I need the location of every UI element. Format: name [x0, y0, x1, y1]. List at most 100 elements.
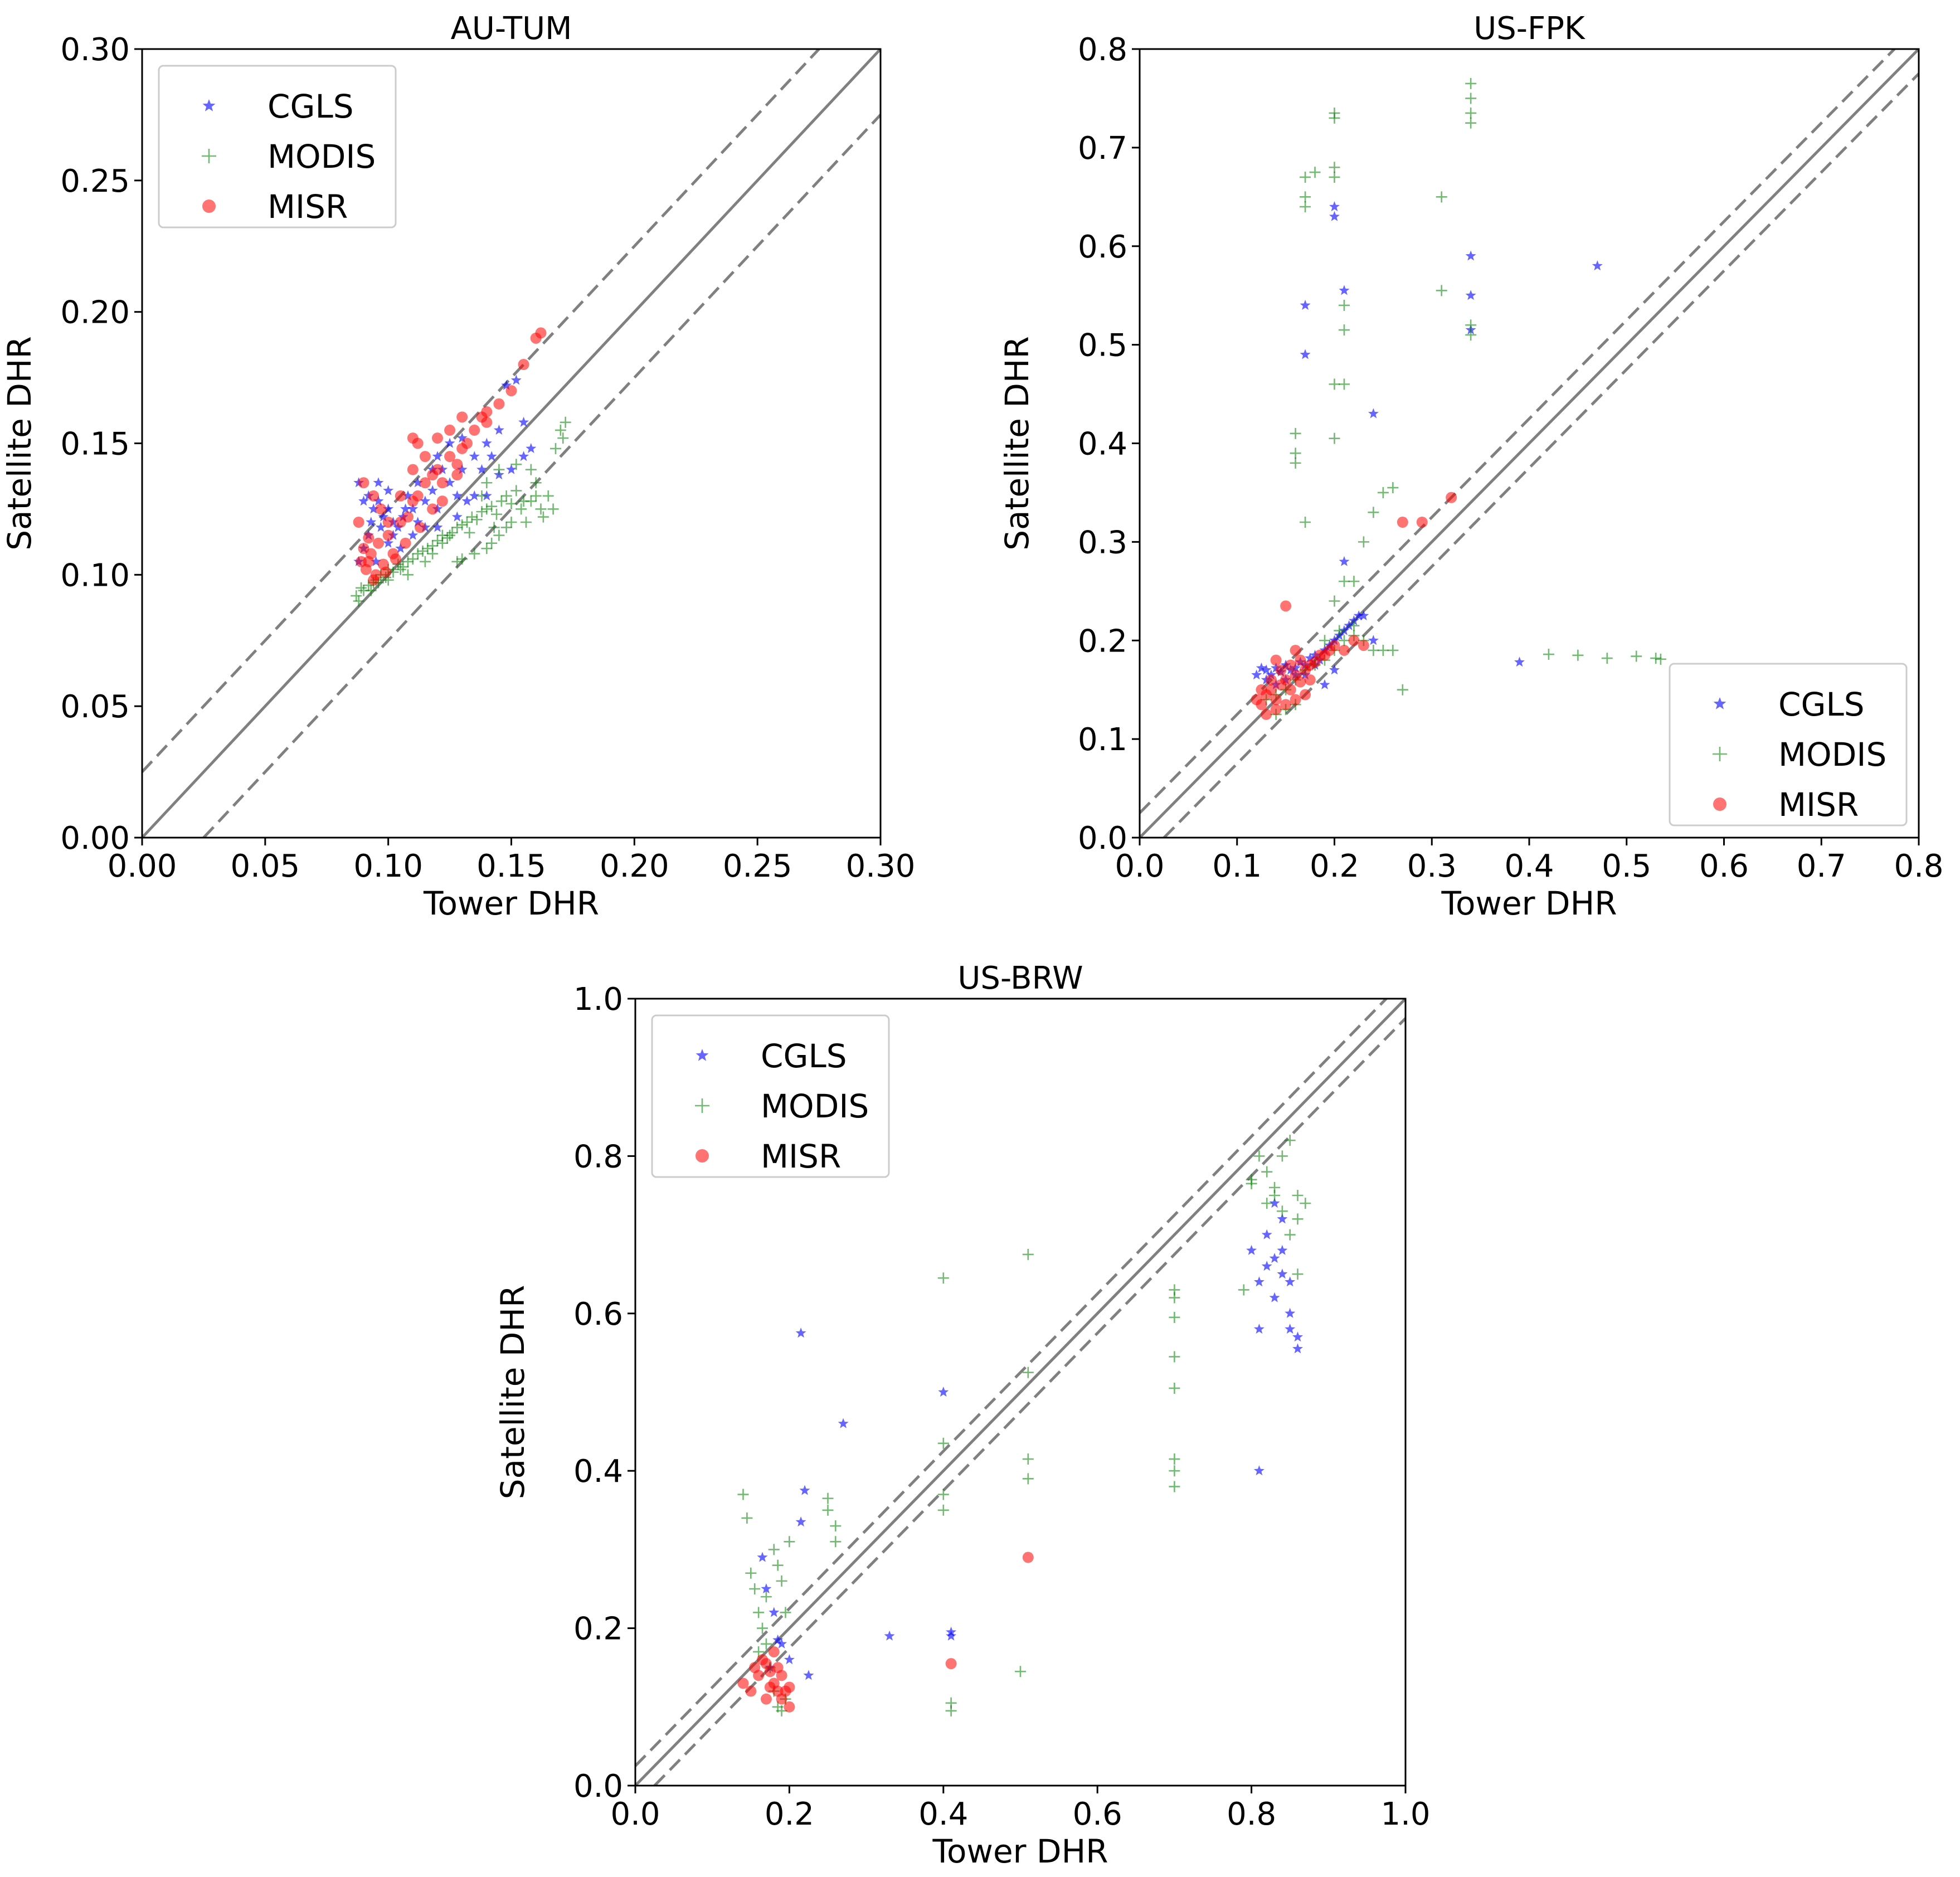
- cgls-point: [1261, 1229, 1272, 1239]
- misr-point: [945, 1658, 957, 1670]
- reference-lines: [142, 49, 881, 838]
- x-tick-label: 0.00: [108, 848, 177, 884]
- x-tick-label: 0.2: [765, 1796, 814, 1832]
- modis-point: [1300, 191, 1311, 203]
- y-tick-label: 0.2: [1078, 623, 1127, 659]
- misr-point: [461, 437, 473, 449]
- cgls-point: [400, 503, 411, 514]
- x-tick-label: 0.3: [1407, 848, 1457, 884]
- modis-point: [535, 503, 547, 515]
- modis-point: [547, 503, 559, 515]
- x-tick-label: 0.7: [1797, 848, 1846, 884]
- cgls-point: [493, 424, 504, 435]
- cgls-point: [407, 529, 419, 540]
- legend-marker-cgls: [1713, 697, 1726, 709]
- legend-label-cgls: CGLS: [268, 87, 354, 125]
- modis-point: [1253, 1150, 1265, 1162]
- cgls-point: [469, 451, 480, 461]
- misr-point: [1270, 654, 1282, 666]
- modis-point: [436, 537, 448, 549]
- cgls-point: [378, 511, 389, 522]
- modis-point: [486, 500, 498, 512]
- modis-point: [444, 529, 456, 541]
- misr-point: [1358, 640, 1369, 651]
- modis-point: [1631, 650, 1642, 662]
- modis-point: [1338, 299, 1350, 311]
- modis-point: [530, 477, 542, 489]
- y-tick-label: 0.25: [60, 163, 130, 200]
- modis-point: [486, 537, 498, 549]
- x-axis-label: Tower DHR: [423, 884, 599, 922]
- modis-point: [1300, 517, 1311, 528]
- modis-point: [451, 556, 463, 567]
- axes-frame: [634, 998, 1407, 1787]
- cgls-point: [838, 1418, 849, 1428]
- modis-point: [768, 1544, 780, 1555]
- modis-point: [1436, 191, 1447, 203]
- x-tick-label: 0.20: [600, 848, 669, 884]
- modis-point: [772, 1559, 784, 1571]
- legend-marker-misr: [1713, 798, 1726, 811]
- misr-point: [395, 490, 406, 502]
- cgls-point: [481, 437, 492, 448]
- series-misr: [737, 1552, 1034, 1713]
- misr-point: [1256, 684, 1267, 696]
- modis-point: [1309, 167, 1321, 178]
- modis-point: [1329, 378, 1340, 390]
- cgls-point: [1277, 1244, 1288, 1255]
- misr-point: [390, 553, 401, 565]
- cgls-point: [795, 1327, 806, 1338]
- modis-point: [1377, 487, 1389, 498]
- misr-point: [1285, 684, 1296, 696]
- modis-point: [464, 527, 475, 538]
- y-tick-label: 0.20: [60, 295, 130, 331]
- y-axis-label: Satellite DHR: [1, 336, 38, 551]
- cgls-point: [373, 495, 384, 506]
- modis-point: [1601, 653, 1613, 664]
- y-tick-label: 0.2: [573, 1611, 623, 1647]
- cgls-point: [1256, 662, 1267, 673]
- modis-point: [491, 508, 502, 520]
- modis-point: [1169, 1311, 1180, 1323]
- misr-point: [1285, 659, 1296, 671]
- cgls-point: [451, 511, 463, 522]
- modis-point: [937, 1437, 949, 1449]
- modis-point: [749, 1583, 761, 1594]
- misr-point: [444, 451, 456, 463]
- legend: CGLS MODIS MISR: [1669, 663, 1908, 826]
- cgls-point: [1353, 610, 1364, 621]
- y-tick-label: 0.5: [1078, 328, 1127, 364]
- modis-point: [402, 556, 414, 567]
- modis-point: [515, 503, 527, 515]
- legend-label-misr: MISR: [1778, 786, 1859, 824]
- cgls-point: [1329, 201, 1340, 212]
- cgls-point: [769, 1607, 780, 1617]
- x-tick-label: 0.05: [230, 848, 300, 884]
- modis-point: [518, 495, 529, 507]
- cgls-point: [776, 1638, 787, 1649]
- cgls-point: [1514, 657, 1525, 667]
- cgls-point: [1285, 1276, 1296, 1287]
- lower-bound-line: [202, 114, 881, 838]
- legend-box: [651, 1014, 890, 1178]
- x-tick-label: 0.6: [1073, 1796, 1122, 1832]
- cgls-point: [1246, 1244, 1257, 1255]
- modis-point: [432, 535, 443, 547]
- modis-point: [456, 519, 468, 531]
- misr-point: [493, 398, 505, 410]
- modis-point: [1387, 644, 1399, 656]
- modis-point: [500, 522, 512, 533]
- modis-point: [784, 1536, 795, 1548]
- modis-point: [1338, 324, 1350, 336]
- cgls-point: [402, 490, 414, 500]
- misr-point: [1261, 708, 1272, 720]
- misr-point: [1265, 674, 1277, 685]
- modis-point: [822, 1504, 834, 1516]
- y-tick-label: 0.00: [60, 820, 130, 857]
- cgls-point: [395, 543, 406, 553]
- modis-point: [365, 585, 377, 596]
- data-points: [351, 327, 571, 607]
- modis-point: [505, 498, 517, 509]
- misr-point: [1416, 517, 1428, 528]
- cgls-point: [486, 451, 497, 461]
